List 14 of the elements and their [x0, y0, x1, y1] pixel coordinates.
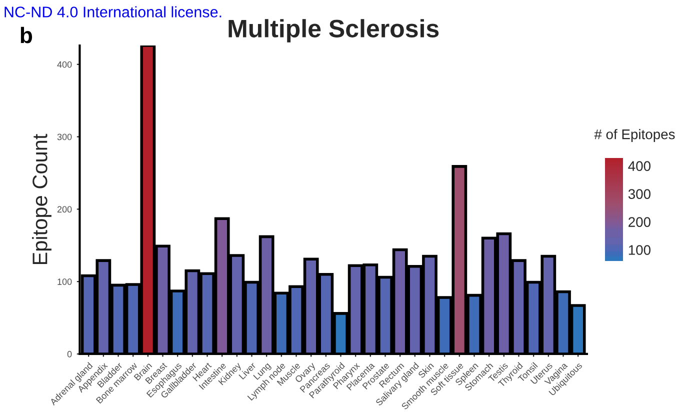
color-bar-label: 400 — [628, 161, 650, 172]
y-tick-label: 400 — [57, 61, 72, 68]
y-axis-title: Epitope Count — [32, 134, 52, 264]
color-bar-label: 200 — [628, 217, 650, 227]
legend-title: # of Epitopes — [594, 129, 675, 142]
chart-title: Multiple Sclerosis — [228, 19, 439, 42]
y-tick-label: 100 — [58, 278, 72, 285]
color-bar-label: 300 — [628, 189, 650, 199]
text: NC-ND 4.0 International license. — [4, 6, 222, 18]
y-tick-label: 200 — [57, 206, 72, 213]
y-tick-label: 0 — [67, 350, 72, 358]
text: b — [20, 26, 32, 44]
y-tick-label: 300 — [57, 134, 72, 140]
color-bar-label: 100 — [628, 245, 650, 255]
